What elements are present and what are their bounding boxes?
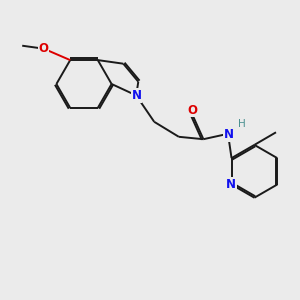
Text: N: N <box>131 89 142 102</box>
Text: O: O <box>187 104 197 117</box>
Text: H: H <box>238 119 245 129</box>
Text: O: O <box>39 42 49 55</box>
Text: N: N <box>224 128 234 141</box>
Text: N: N <box>226 178 236 191</box>
